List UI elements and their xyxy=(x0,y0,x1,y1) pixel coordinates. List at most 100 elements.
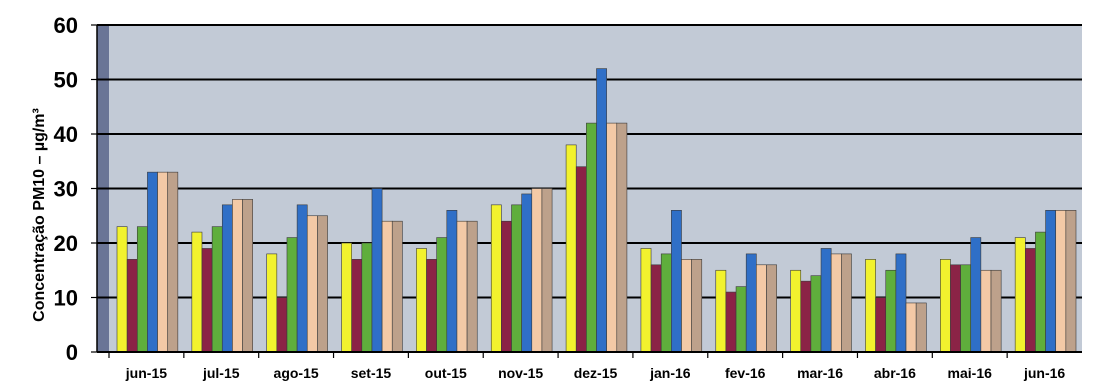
bar-ago-15-series-5 xyxy=(306,215,318,353)
bar-jun-16-series-3 xyxy=(1035,231,1046,353)
bar-ago-15-series-1 xyxy=(266,253,278,353)
bar-fev-16-series-5 xyxy=(756,264,767,353)
bar-ago-15-series-4 xyxy=(296,204,308,353)
bar-fev-16-series-4 xyxy=(745,253,757,353)
bar-fev-16-series-1 xyxy=(715,269,727,353)
x-tick-label-jul-15: jul-15 xyxy=(202,365,240,381)
bar-jan-16-series-2 xyxy=(650,264,662,353)
bar-dez-15-series-6 xyxy=(616,122,628,353)
bar-jul-15-series-5 xyxy=(232,199,243,353)
bar-jun-16-series-4 xyxy=(1045,210,1057,353)
x-tick-label-mai-16: mai-16 xyxy=(948,365,993,381)
bar-set-15-series-3 xyxy=(361,242,373,353)
bar-set-15-series-5 xyxy=(381,220,393,353)
y-tick-label: 10 xyxy=(54,286,78,311)
bar-nov-15-series-6 xyxy=(541,188,553,353)
bar-ago-15-series-3 xyxy=(286,237,298,353)
bar-jan-16-series-1 xyxy=(640,248,652,353)
bar-jun-16-series-1 xyxy=(1014,237,1026,353)
bar-set-15-series-4 xyxy=(371,188,383,353)
bar-abr-16-series-1 xyxy=(865,259,876,353)
bar-nov-15-series-2 xyxy=(501,220,512,353)
bar-ago-15-series-6 xyxy=(317,215,328,353)
y-tick-label: 60 xyxy=(54,13,78,38)
bar-dez-15-series-2 xyxy=(575,166,587,353)
bar-jun-16-series-6 xyxy=(1065,210,1077,353)
bar-abr-16-series-2 xyxy=(875,297,887,353)
bar-jun-15-series-3 xyxy=(136,226,148,353)
bar-jan-16-series-5 xyxy=(681,259,692,353)
bar-abr-16-series-6 xyxy=(915,302,927,353)
bar-nov-15-series-3 xyxy=(511,204,522,353)
bar-out-15-series-6 xyxy=(466,220,478,353)
y-tick-label: 50 xyxy=(54,68,78,93)
y-tick-label: 30 xyxy=(54,177,78,202)
bar-mai-16-series-2 xyxy=(950,264,961,353)
bar-mai-16-series-5 xyxy=(980,269,992,353)
x-tick-label-abr-16: abr-16 xyxy=(874,365,916,381)
bar-nov-15-series-5 xyxy=(531,188,543,353)
bar-jun-16-series-5 xyxy=(1055,210,1067,353)
bar-jun-16-series-2 xyxy=(1024,248,1036,353)
bar-jan-16-series-3 xyxy=(660,253,672,353)
bar-nov-15-series-4 xyxy=(521,193,533,353)
bar-mar-16-series-6 xyxy=(841,253,852,353)
bar-mar-16-series-2 xyxy=(800,280,812,353)
bar-dez-15-series-5 xyxy=(606,122,618,353)
bar-mai-16-series-1 xyxy=(940,259,951,353)
bar-set-15-series-1 xyxy=(341,242,352,353)
bar-fev-16-series-3 xyxy=(735,286,747,353)
x-tick-label-dez-15: dez-15 xyxy=(574,365,618,381)
y-tick-label: 0 xyxy=(66,340,78,365)
bar-jun-15-series-2 xyxy=(126,259,138,353)
bar-jul-15-series-4 xyxy=(221,204,233,353)
bar-set-15-series-6 xyxy=(391,220,403,353)
bar-jan-16-series-6 xyxy=(691,259,703,353)
y-axis-label: Concentração PM10 – µg/m³ xyxy=(31,108,48,322)
x-tick-label-fev-16: fev-16 xyxy=(725,365,766,381)
bar-mai-16-series-6 xyxy=(990,269,1002,353)
bar-abr-16-series-3 xyxy=(885,269,897,353)
x-tick-label-jan-16: jan-16 xyxy=(649,365,691,381)
bar-mai-16-series-4 xyxy=(970,237,982,353)
x-tick-label-jun-15: jun-15 xyxy=(125,365,167,381)
bar-jul-15-series-2 xyxy=(201,248,213,353)
bar-jun-15-series-5 xyxy=(157,171,169,353)
bar-nov-15-series-1 xyxy=(490,204,502,353)
y-tick-label: 20 xyxy=(54,231,78,256)
x-tick-label-set-15: set-15 xyxy=(351,365,392,381)
bar-jul-15-series-3 xyxy=(211,226,223,353)
bar-jun-15-series-1 xyxy=(116,226,128,353)
bar-abr-16-series-5 xyxy=(905,302,917,353)
bar-mar-16-series-3 xyxy=(810,275,822,353)
bar-out-15-series-5 xyxy=(456,220,468,353)
bar-set-15-series-2 xyxy=(351,259,363,353)
bar-dez-15-series-1 xyxy=(565,144,577,353)
x-tick-label-jun-16: jun-16 xyxy=(1023,365,1065,381)
x-tick-label-mar-16: mar-16 xyxy=(797,365,843,381)
y-tick-label: 40 xyxy=(54,122,78,147)
bar-fev-16-series-6 xyxy=(766,264,777,353)
bar-abr-16-series-4 xyxy=(895,253,907,353)
bar-jun-15-series-6 xyxy=(167,171,179,353)
bar-fev-16-series-2 xyxy=(725,291,737,353)
bar-out-15-series-3 xyxy=(436,237,448,353)
bar-mar-16-series-5 xyxy=(830,253,842,353)
bar-jun-15-series-4 xyxy=(147,171,158,353)
bar-mai-16-series-3 xyxy=(960,264,972,353)
bar-jul-15-series-1 xyxy=(191,231,203,353)
bar-dez-15-series-3 xyxy=(586,122,597,353)
x-tick-label-out-15: out-15 xyxy=(425,365,467,381)
bar-jul-15-series-6 xyxy=(242,199,253,353)
bar-jan-16-series-4 xyxy=(671,210,682,353)
bar-dez-15-series-4 xyxy=(596,68,607,353)
bar-out-15-series-2 xyxy=(426,259,437,353)
x-tick-label-ago-15: ago-15 xyxy=(274,365,319,381)
x-tick-label-nov-15: nov-15 xyxy=(498,365,543,381)
bar-mar-16-series-4 xyxy=(820,248,832,353)
bar-mar-16-series-1 xyxy=(790,269,802,353)
bar-out-15-series-1 xyxy=(416,248,427,353)
bar-out-15-series-4 xyxy=(446,210,458,353)
